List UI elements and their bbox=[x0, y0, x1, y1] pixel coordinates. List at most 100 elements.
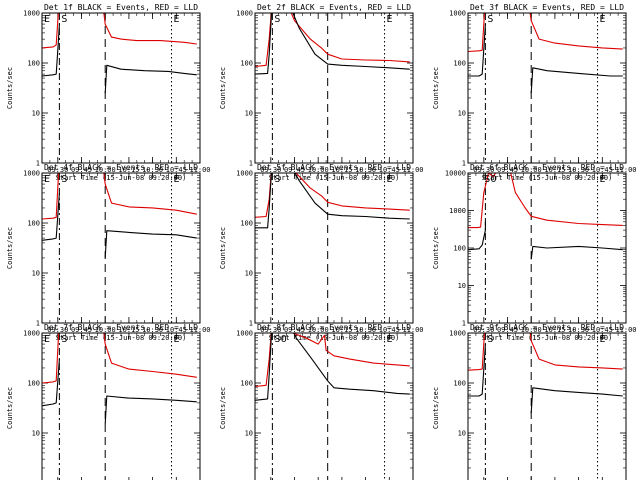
panel-8-marker: S bbox=[274, 334, 280, 345]
panel-7-lld-line bbox=[103, 333, 197, 378]
panel-7-ytick-label: 100 bbox=[27, 380, 40, 388]
panel-9-lld-line bbox=[529, 333, 623, 370]
panel-4-ytick-label: 100 bbox=[27, 220, 40, 228]
panel-1-ylabel: Counts/sec bbox=[6, 67, 14, 109]
panel-5-xtick-label: 11:00 bbox=[402, 326, 423, 334]
panel-4-xtick-label: 10:45 bbox=[166, 326, 187, 334]
panel-2-ytick-label: 100 bbox=[240, 60, 253, 68]
panel-6-title: Det 6f BLACK = Events, RED = LLD bbox=[470, 163, 624, 172]
panel-2-frame bbox=[254, 12, 414, 164]
panel-7-marker: E bbox=[44, 334, 50, 345]
panel-5-ylabel: Counts/sec bbox=[219, 227, 227, 269]
panel-4-ylabel: Counts/sec bbox=[6, 227, 14, 269]
panel-1-ytick-label: 1 bbox=[36, 160, 40, 168]
panel-5-xtick-label: 09:30 bbox=[260, 326, 281, 334]
panel-1-ytick-label: 100 bbox=[27, 60, 40, 68]
panel-4-xtick-label: 10:15 bbox=[118, 326, 139, 334]
panel-4-lld-line bbox=[42, 173, 60, 220]
panel-1-xtick-label: 09:45 bbox=[71, 166, 92, 174]
panel-8-ytick-label: 100 bbox=[240, 380, 253, 388]
panel-1-marker: S bbox=[61, 14, 67, 25]
panel-7-frame bbox=[41, 332, 201, 480]
chart-panel-6: Det 6f BLACK = Events, RED = LLD11010010… bbox=[432, 163, 637, 342]
panel-5-xtick-label: 10:45 bbox=[379, 326, 400, 334]
panel-3-xtick-label: 11:00 bbox=[615, 166, 636, 174]
panel-5-xtick-label: 10:15 bbox=[331, 326, 352, 334]
panel-6-ytick-label: 10000 bbox=[445, 170, 466, 178]
panel-7-events-line bbox=[42, 359, 60, 407]
panel-4-xtick-label: 09:45 bbox=[71, 326, 92, 334]
panel-2-lld-line bbox=[290, 13, 410, 63]
panel-1-xtick-label: 11:00 bbox=[189, 166, 210, 174]
panel-1-ytick-label: 1000 bbox=[23, 10, 40, 18]
panel-8-marker: O bbox=[281, 334, 287, 345]
panel-3-lld-line bbox=[468, 13, 486, 53]
panel-7-lld-line bbox=[42, 333, 60, 384]
panel-9-marker: S bbox=[487, 334, 493, 345]
panel-1-frame bbox=[41, 12, 201, 164]
panel-4-xtick-label: 10:00 bbox=[95, 326, 116, 334]
panel-9-ylabel: Counts/sec bbox=[432, 387, 440, 429]
panel-6-events-line bbox=[468, 221, 486, 251]
panel-6-xtick-label: 10:45 bbox=[592, 326, 613, 334]
panel-1-marker: E bbox=[174, 14, 180, 25]
panel-5-lld-line bbox=[295, 173, 410, 211]
panel-7-ylabel: Counts/sec bbox=[6, 387, 14, 429]
panel-2-ytick-label: 1 bbox=[249, 160, 253, 168]
panel-1-events-line bbox=[104, 64, 197, 94]
panel-9-events-line bbox=[530, 387, 623, 414]
panel-2-xtick-label: 09:30 bbox=[260, 166, 281, 174]
panel-6-lld-line bbox=[510, 173, 623, 226]
panel-4-events-line bbox=[104, 230, 197, 258]
panel-6-xtick-label: 10:00 bbox=[521, 326, 542, 334]
panel-9-frame bbox=[467, 332, 627, 480]
panel-4-frame bbox=[41, 172, 201, 324]
panel-3-ytick-label: 100 bbox=[453, 60, 466, 68]
panel-2-marker: S bbox=[274, 14, 280, 25]
panel-7-ytick-label: 1000 bbox=[23, 330, 40, 338]
panel-5-xtick-label: 10:30 bbox=[355, 326, 376, 334]
panel-2-events-line bbox=[255, 13, 273, 75]
panel-4-ytick-label: 10 bbox=[32, 270, 40, 278]
panel-6-marker: E bbox=[600, 174, 606, 185]
panel-6-ytick-label: 100 bbox=[453, 245, 466, 253]
panel-3-xtick-label: 09:30 bbox=[473, 166, 494, 174]
chart-panel-2: Det 2f BLACK = Events, RED = LLD 1 10 100 10… bbox=[219, 3, 424, 182]
panel-7-title: Det 7f BLACK = Events, RED = LLD bbox=[44, 323, 198, 332]
panel-2-xtick-label: 10:15 bbox=[331, 166, 352, 174]
panel-5-xtick-label: 09:45 bbox=[284, 326, 305, 334]
panel-3-ytick-label: 1 bbox=[462, 160, 466, 168]
panel-8-marker: E bbox=[387, 334, 393, 345]
panel-8-events-line bbox=[255, 333, 273, 401]
panel-7-events-line bbox=[104, 395, 197, 425]
panel-3-title: Det 3f BLACK = Events, RED = LLD bbox=[470, 3, 624, 12]
panel-4-ytick-label: 1 bbox=[36, 320, 40, 328]
panel-4-xtick-label: 11:00 bbox=[189, 326, 210, 334]
panel-6-frame bbox=[467, 172, 627, 324]
panel-3-ytick-label: 1000 bbox=[449, 10, 466, 18]
panel-6-lld-line bbox=[468, 173, 497, 229]
panel-2-xtick-label: 10:30 bbox=[355, 166, 376, 174]
panel-3-xtick-label: 10:00 bbox=[521, 166, 542, 174]
panel-8-lld-line bbox=[292, 333, 410, 367]
panel-3-events-line bbox=[468, 24, 486, 77]
panel-8-ylabel: Counts/sec bbox=[219, 387, 227, 429]
panel-4-xlabel: Start Time (15-Jun-08 09:20:00) bbox=[56, 334, 187, 342]
panel-1-xtick-label: 10:15 bbox=[118, 166, 139, 174]
panel-7-marker: S bbox=[61, 334, 67, 345]
panel-4-ytick-label: 1000 bbox=[23, 170, 40, 178]
panel-2-xtick-label: 09:45 bbox=[284, 166, 305, 174]
panel-3-events-line bbox=[530, 67, 623, 94]
panel-6-marker: S bbox=[484, 174, 490, 185]
panel-1-title: Det 1f BLACK = Events, RED = LLD bbox=[44, 3, 198, 12]
panel-4-xtick-label: 10:30 bbox=[142, 326, 163, 334]
panel-5-title: Det 5f BLACK = Events, RED = LLD bbox=[257, 163, 411, 172]
panel-3-marker: E bbox=[600, 14, 606, 25]
chart-panel-5: Det 5f BLACK = Events, RED = LLD11010010… bbox=[219, 163, 424, 342]
chart-panel-4: Det 4f BLACK = Events, RED = LLD11010010… bbox=[6, 163, 211, 342]
panel-3-lld-line bbox=[529, 13, 623, 50]
panel-8-title: Det 8f BLACK = Events, RED = LLD bbox=[257, 323, 411, 332]
panel-8-frame bbox=[254, 332, 414, 480]
panel-6-ytick-label: 1000 bbox=[449, 207, 466, 215]
chart-panel-9: Det 9f BLACK = Events, RED = LLD 1 10 100 10… bbox=[432, 323, 627, 480]
